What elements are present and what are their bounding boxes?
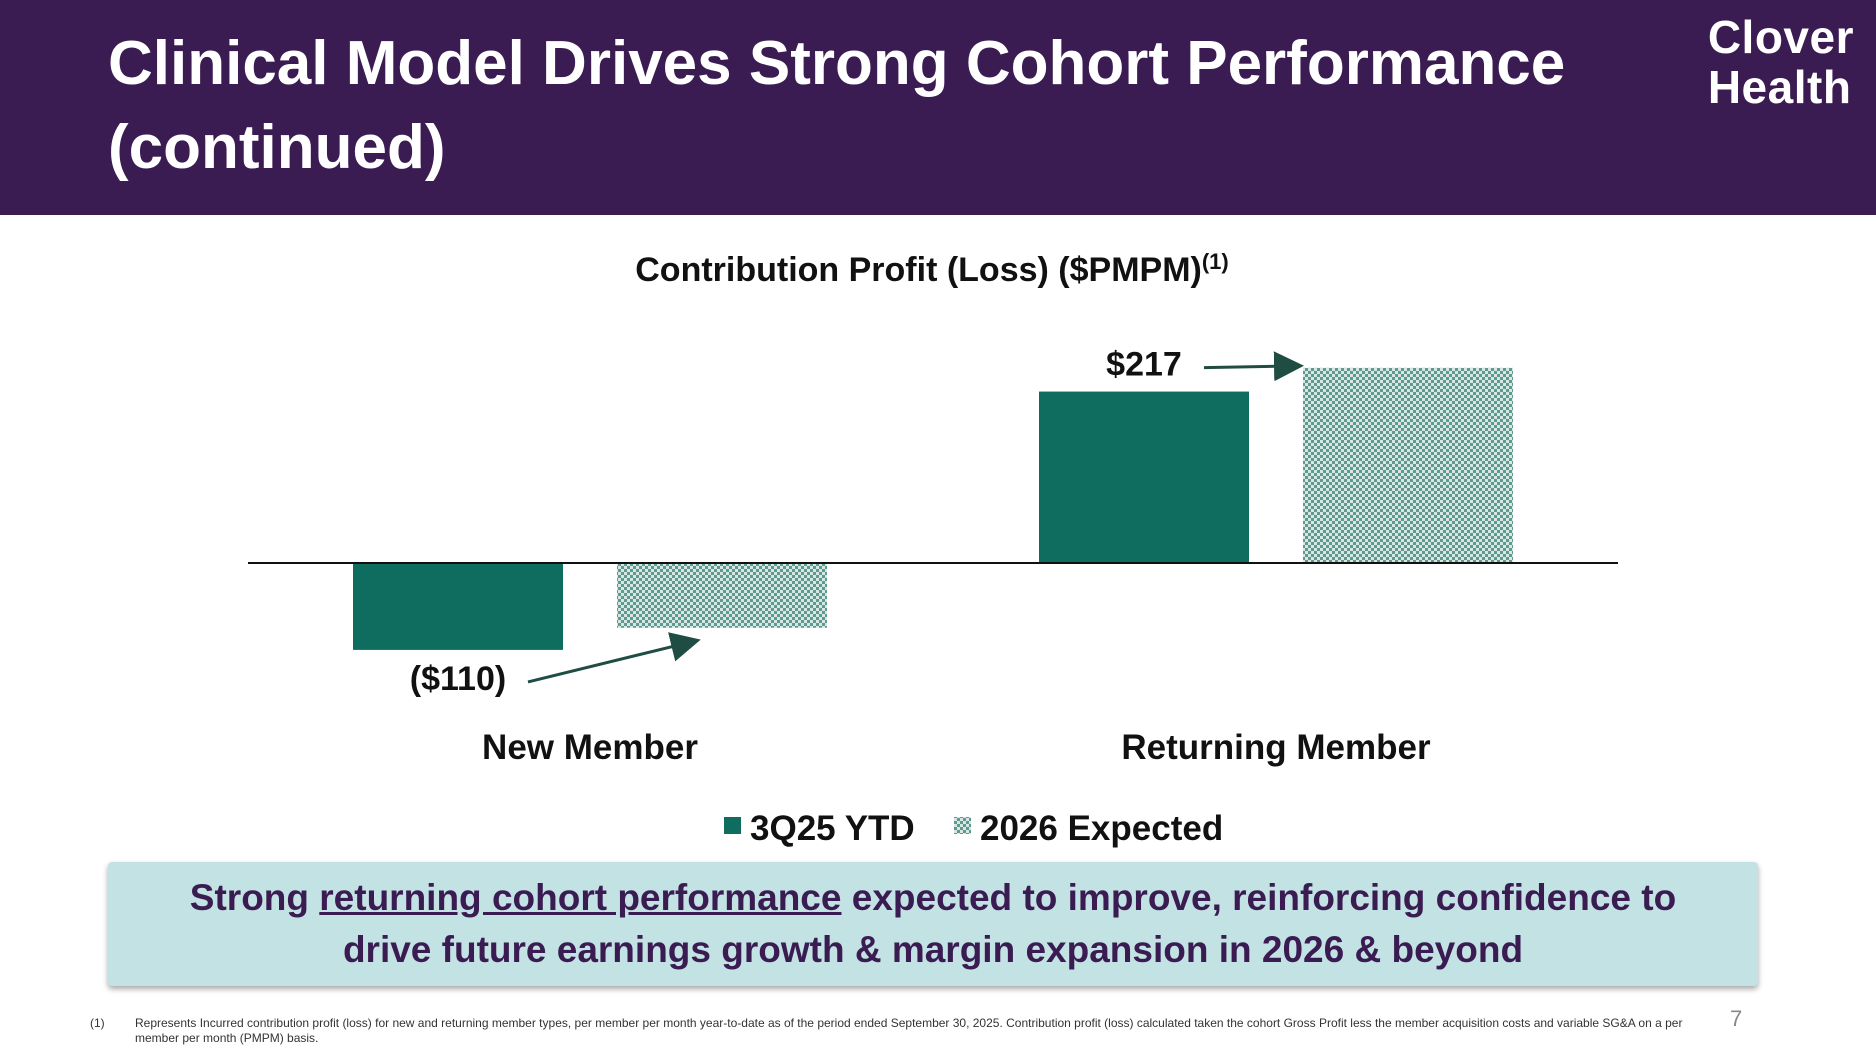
category-label-returning-member: Returning Member — [1121, 728, 1431, 767]
category-label-new-member: New Member — [482, 728, 698, 767]
callout-underlined: returning cohort performance — [319, 877, 842, 918]
bar-returning-member-2026-expected — [1303, 367, 1513, 563]
callout-box: Strong returning cohort performance expe… — [108, 862, 1758, 986]
legend-swatch-2026-expected — [954, 817, 971, 834]
chart-title-text: Contribution Profit (Loss) ($PMPM) — [635, 251, 1202, 289]
legend-label-3q25-ytd: 3Q25 YTD — [750, 809, 915, 848]
callout-text: Strong returning cohort performance expe… — [108, 872, 1758, 976]
page-number: 7 — [1730, 1006, 1743, 1031]
callout-prefix: Strong — [189, 877, 320, 918]
arrow-new-member — [527, 632, 701, 684]
logo-line-2: Health — [1707, 61, 1852, 113]
footnote-marker: (1) — [90, 1016, 105, 1030]
bar-new-member-2026-expected — [617, 563, 827, 628]
clover-health-logo: Clover Health — [1708, 12, 1854, 112]
contribution-profit-chart: Contribution Profit (Loss) ($PMPM)(1) ($… — [248, 249, 1618, 848]
value-label-new-member: ($110) — [410, 660, 506, 698]
logo-line-1: Clover — [1707, 11, 1854, 63]
footnote-text: Represents Incurred contribution profit … — [135, 1016, 1683, 1045]
legend-label-2026-expected: 2026 Expected — [980, 809, 1223, 848]
page-title: Clinical Model Drives Strong Cohort Perf… — [108, 29, 1566, 182]
callout-suffix: expected to improve, reinforcing confide… — [342, 877, 1677, 970]
value-label-returning-member: $217 — [1106, 346, 1182, 384]
arrow-returning-member — [1203, 351, 1304, 382]
chart-title: Contribution Profit (Loss) ($PMPM)(1) — [635, 249, 1229, 289]
header-banner: Clinical Model Drives Strong Cohort Perf… — [0, 0, 1876, 215]
chart-title-superscript: (1) — [1202, 249, 1229, 274]
bar-new-member-3q25-ytd — [353, 563, 563, 650]
bar-returning-member-3q25-ytd — [1039, 391, 1249, 563]
legend-swatch-3q25-ytd — [724, 817, 741, 834]
